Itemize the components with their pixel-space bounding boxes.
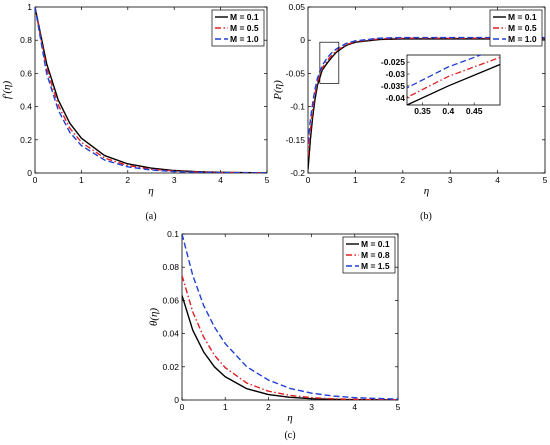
x-tick-label: 1 (223, 402, 228, 412)
y-tick-label: 0.05 (288, 2, 305, 12)
x-tick-label: 4 (495, 175, 500, 185)
y-tick-label: -0.15 (286, 135, 306, 145)
y-tick-label: 0 (300, 35, 305, 45)
inset-y-tick-label: -0.025 (381, 57, 405, 67)
y-tick-label: 0.1 (167, 229, 179, 239)
y-tick-label: -0.1 (290, 102, 305, 112)
legend-entry: M = 0.1 (361, 239, 390, 249)
inset-y-tick-label: -0.035 (381, 81, 405, 91)
y-axis-label: P(η) (272, 80, 284, 101)
y-tick-label: 0.08 (162, 262, 179, 272)
y-tick-label: 0 (27, 168, 32, 178)
y-tick-label: 0.6 (20, 68, 32, 78)
y-tick-label: 0.2 (20, 135, 32, 145)
x-axis-label: η (424, 185, 429, 197)
x-tick-label: 5 (396, 402, 401, 412)
inset-x-tick-label: 0.45 (466, 106, 483, 116)
panel-caption: (a) (145, 211, 156, 222)
series-line-2 (182, 234, 398, 400)
y-tick-label: 1 (27, 2, 32, 12)
y-tick-label: 0.02 (162, 362, 179, 372)
y-tick-label: 0.06 (162, 295, 179, 305)
x-tick-label: 2 (400, 175, 405, 185)
legend-entry: M = 0.8 (361, 250, 390, 260)
chart-panel-b: 0 1 2 3 4 5 -0.2 -0.15 -0.1 -0.05 0 0.05 η P(η) (b) M =… (272, 2, 548, 222)
legend-entry: M = 0.5 (230, 23, 259, 33)
legend: M = 0.1M = 0.5M = 1.0 (489, 9, 543, 47)
y-axis-label: θ(η) (148, 308, 160, 327)
x-tick-label: 1 (79, 175, 84, 185)
y-tick-label: 0.04 (162, 329, 179, 339)
x-tick-label: 3 (309, 402, 314, 412)
panel-caption: (b) (420, 211, 432, 222)
x-axis-label: η (287, 412, 292, 424)
x-tick-label: 2 (266, 402, 271, 412)
y-axis-label: f′(η) (1, 81, 13, 100)
y-tick-label: 0.8 (20, 35, 32, 45)
legend: M = 0.1M = 0.5M = 1.0 (211, 9, 265, 47)
y-tick-label: 0.4 (20, 102, 32, 112)
x-tick-label: 5 (543, 175, 548, 185)
x-tick-label: 5 (265, 175, 270, 185)
inset-y-tick-label: -0.04 (386, 93, 406, 103)
zoom-region-box (319, 41, 340, 84)
legend-entry: M = 1.0 (508, 34, 537, 44)
legend: M = 0.1M = 0.8M = 1.5 (342, 236, 396, 274)
x-tick-label: 2 (125, 175, 130, 185)
x-tick-label: 0 (180, 402, 185, 412)
inset-x-tick-label: 0.4 (442, 106, 454, 116)
x-axis-label: η (148, 185, 153, 197)
legend-entry: M = 0.5 (508, 23, 537, 33)
series-line-2 (308, 36, 545, 144)
y-tick-label: -0.05 (286, 68, 306, 78)
x-tick-label: 3 (448, 175, 453, 185)
x-tick-label: 4 (218, 175, 223, 185)
inset-y-tick-label: -0.03 (386, 69, 406, 79)
x-tick-label: 0 (33, 175, 38, 185)
y-tick-label: 0 (174, 395, 179, 405)
chart-panel-c: 0 1 2 3 4 5 0 0.02 0.04 0.06 0.08 0.1 η θ(η) (c) M = 0.… (148, 229, 401, 441)
legend-entry: M = 1.5 (361, 261, 390, 271)
inset-chart: 0.35 0.4 0.45 -0.025 -0.03 -0.035 -0.04 (381, 54, 501, 116)
inset-frame (406, 54, 501, 106)
x-tick-label: 0 (306, 175, 311, 185)
x-tick-label: 1 (353, 175, 358, 185)
series-line-1 (182, 275, 398, 400)
legend-entry: M = 0.1 (508, 12, 537, 22)
y-tick-label: -0.2 (290, 168, 305, 178)
legend-entry: M = 1.0 (230, 34, 259, 44)
series-line-2 (35, 7, 267, 173)
x-tick-label: 4 (352, 402, 357, 412)
inset-x-tick-label: 0.35 (414, 106, 431, 116)
x-tick-label: 3 (172, 175, 177, 185)
panel-caption: (c) (284, 430, 295, 441)
legend-entry: M = 0.1 (230, 12, 259, 22)
